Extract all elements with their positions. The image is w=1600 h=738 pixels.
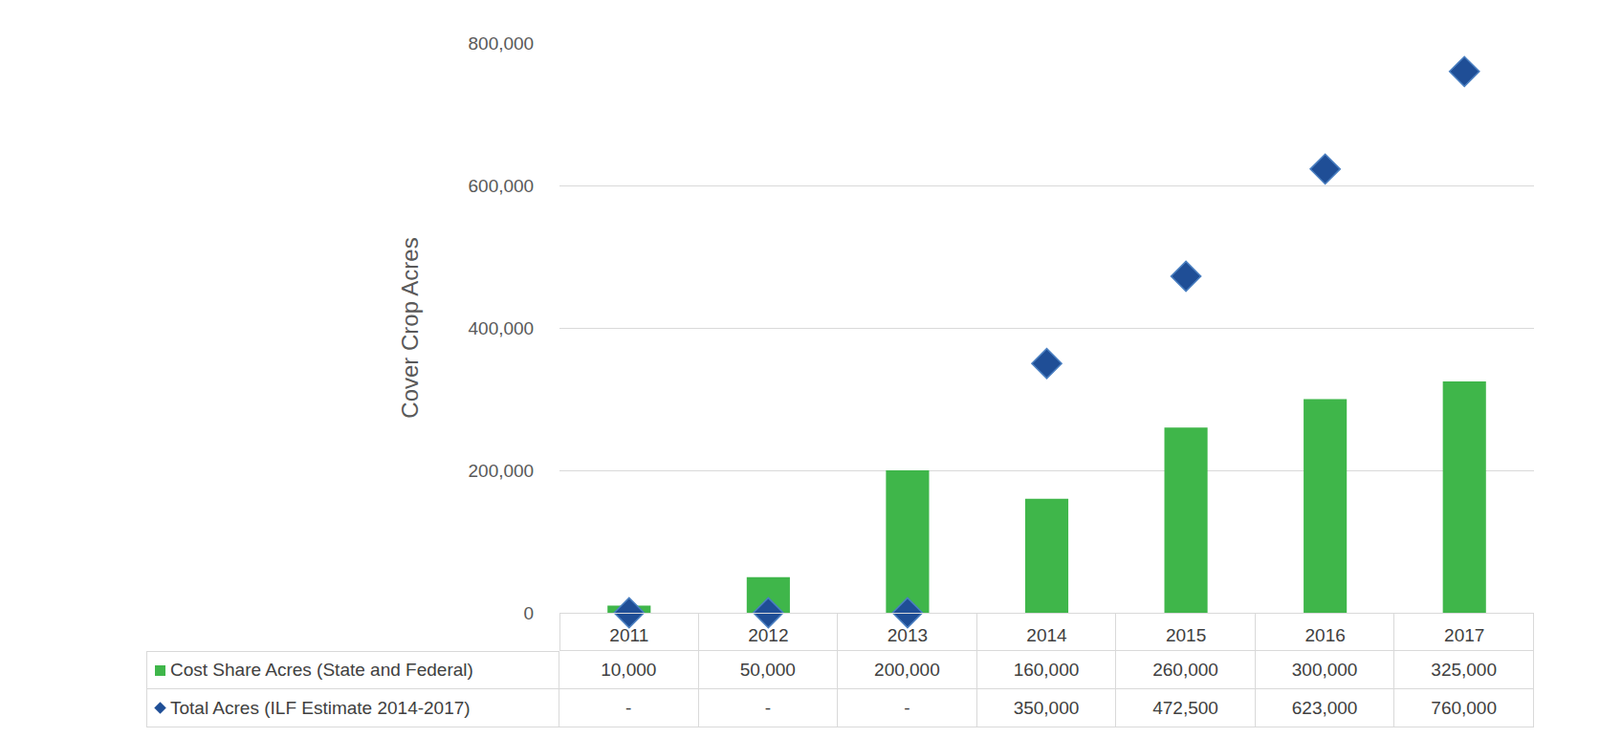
html-text:623,000: 623,000 [1291,697,1358,718]
html-text:300,000: 300,000 [1291,659,1358,680]
svg-text:800,000: 800,000 [468,33,535,54]
html-text:350,000: 350,000 [1013,697,1080,718]
html-text:472,500: 472,500 [1152,697,1219,718]
svg-text:2011: 2011 [609,625,649,646]
html-text:10,000: 10,000 [600,659,657,680]
html-text:160,000: 160,000 [1013,659,1080,680]
svg-text:0: 0 [524,603,535,624]
html-text:Cost Share Acres (State and Fe: Cost Share Acres (State and Federal) [170,659,474,680]
svg-text:600,000: 600,000 [468,175,535,197]
svg-text:2015: 2015 [1165,625,1206,646]
svg-text:2013: 2013 [887,625,928,646]
svg-text:2012: 2012 [747,625,789,646]
svg-text:200,000: 200,000 [468,460,535,482]
html-text:325,000: 325,000 [1431,659,1497,680]
svg-text:2017: 2017 [1444,625,1485,646]
html-text:760,000: 760,000 [1431,697,1497,718]
svg-text:2014: 2014 [1026,625,1068,646]
svg-text:2016: 2016 [1304,625,1345,646]
html-text:260,000: 260,000 [1152,659,1219,680]
html-text:Total Acres (ILF Estimate 2014: Total Acres (ILF Estimate 2014-2017) [170,697,471,718]
svg-text:Cover Crop Acres: Cover Crop Acres [396,237,423,418]
svg-text:400,000: 400,000 [468,318,535,339]
html-text:50,000: 50,000 [740,659,796,680]
html-text:200,000: 200,000 [874,659,940,680]
